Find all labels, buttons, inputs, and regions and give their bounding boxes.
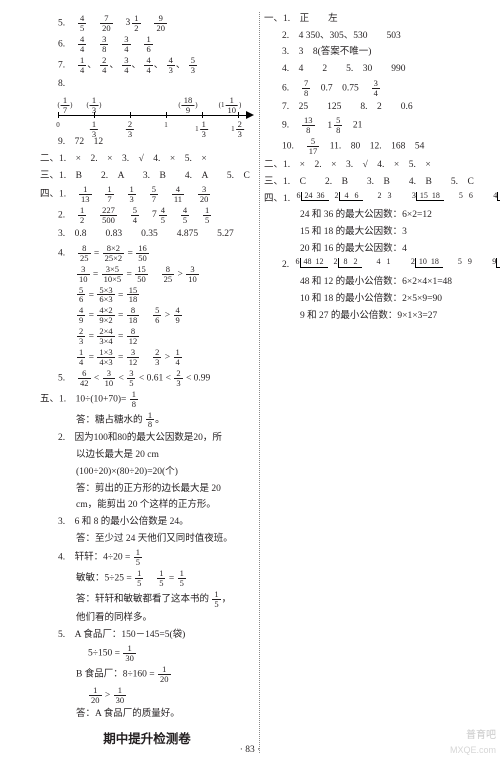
- r-s5-5d: 120 > 130: [40, 686, 254, 705]
- r-sec3: 三、1. C 2. B 3. B 4. B 5. C: [264, 175, 478, 190]
- sec-2: 二、1. × 2. × 3. √ 4. × 5. ×: [40, 152, 254, 167]
- r1-6: 6. 78 0.7 0.75 34: [264, 79, 478, 98]
- page: 5. 45 720 312 920 6. 44 38 34 16 7. 14、 …: [0, 0, 500, 761]
- r1-2: 2. 4 350、305、530 503: [264, 29, 478, 44]
- r-s4-1-g1: 24 和 36 的最大公因数：6×2=12: [264, 208, 478, 223]
- q8-label: 8.: [40, 77, 254, 92]
- number-line: (17) (13) (189) (1110) 0 13 23 1 113 123: [58, 93, 258, 133]
- q9: 9. 72 12: [40, 135, 254, 150]
- r-s4-1-g2: 15 和 18 的最大公因数：3: [264, 225, 478, 240]
- r-s4-2-g3: 9 和 27 的最小公倍数：9×1×3=27: [264, 309, 478, 324]
- r1-9: 9. 138 158 21: [264, 116, 478, 135]
- s4-3: 3. 0.8 0.83 0.35 4.875 5.27: [40, 227, 254, 242]
- s4-4d: 49 = 4×29×2 = 818 56 > 49: [40, 306, 254, 325]
- s4-4e: 23 = 2×43×4 = 812: [40, 327, 254, 346]
- s5-2b: 以边长最大是 20 cm: [40, 448, 254, 463]
- r-s5-5b: 5÷150 = 130: [40, 644, 254, 663]
- s4-5: 5. 642 < 310 < 35 < 0.61 < 23 < 0.99: [40, 369, 254, 388]
- page-number: · 83 ·: [0, 745, 500, 755]
- s5-3b: 答：至少过 24 天他们又同时值夜班。: [40, 532, 254, 547]
- s4-2: 2. 12 227500 54 745 45 15: [40, 206, 254, 225]
- r1-10: 10. 517 11. 80 12. 168 54: [264, 137, 478, 156]
- s5-2a: 2. 因为100和80的最大公因数是20，所: [40, 431, 254, 446]
- r-s5-4d: 他们看的同样多。: [40, 611, 254, 626]
- r-s4-2-g1: 48 和 12 的最小公倍数：6×2×4×1=48: [264, 275, 478, 290]
- s4-4b: 310 = 3×510×5 = 1550 825 > 310: [40, 265, 254, 284]
- r-s4-1-g3: 20 和 16 的最大公因数：4: [264, 242, 478, 257]
- s5-1: 五、1. 10÷(10+70)= 18: [40, 390, 254, 409]
- r1-3: 3. 3 8(答案不唯一): [264, 45, 478, 60]
- r1-4: 4. 4 2 5. 30 990: [264, 62, 478, 77]
- r-s4-2-g2: 10 和 18 的最小公倍数：2×5×9=90: [264, 292, 478, 307]
- r-sec2: 二、1. × 2. × 3. √ 4. × 5. ×: [264, 158, 478, 173]
- sec-3: 三、1. B 2. A 3. B 4. A 5. C: [40, 169, 254, 184]
- q7a: 7. 14、 24、 34、 44、 43、 53: [40, 56, 254, 75]
- r-s5-5e: 答：A 食品厂的质量好。: [40, 707, 254, 722]
- s5-3a: 3. 6 和 8 的最小公倍数是 24。: [40, 515, 254, 530]
- r1-1: 一、1. 正 左: [264, 12, 478, 27]
- s5-2c: (100÷20)×(80÷20)=20(个): [40, 465, 254, 480]
- q5: 5. 45 720 312 920: [40, 14, 254, 33]
- r1-7: 7. 25 125 8. 2 0.6: [264, 100, 478, 115]
- r-s5-4b: 敏敏：5÷25 = 15 15 = 15: [40, 569, 254, 588]
- s4-4c: 56 = 5×36×3 = 1518: [40, 286, 254, 305]
- s4-1: 四、1. 113 17 13 57 411 320: [40, 185, 254, 204]
- r-s5-5a: 5. A 食品厂：150－145=5(袋): [40, 628, 254, 643]
- r-s5-5c: B 食品厂：8÷160 = 120: [40, 665, 254, 684]
- r-s5-4a: 4. 轩轩：4÷20 = 15: [40, 548, 254, 567]
- r-s5-4c: 答：轩轩和敏敏都看了这本书的 15，: [40, 590, 254, 609]
- s5-1-ans: 答：糖占糖水的 18。: [40, 411, 254, 430]
- r-s4-1-ld: 四、1. 624 36 2 4 6 2 3 315 18 5 6 420 16 …: [264, 192, 478, 207]
- s4-4a: 4. 825 = 8×225×2 = 1650: [40, 244, 254, 263]
- s5-2d: 答：剪出的正方形的边长最大是 20: [40, 482, 254, 497]
- r-s4-2-ld: 2. 648 12 2 8 2 4 1 210 18 5 9 9 9 27 1 …: [264, 258, 478, 273]
- s5-2e: cm，能剪出 20 个这样的正方形。: [40, 498, 254, 513]
- s4-4f: 14 = 1×34×3 = 312 23 > 14: [40, 348, 254, 367]
- q6: 6. 44 38 34 16: [40, 35, 254, 54]
